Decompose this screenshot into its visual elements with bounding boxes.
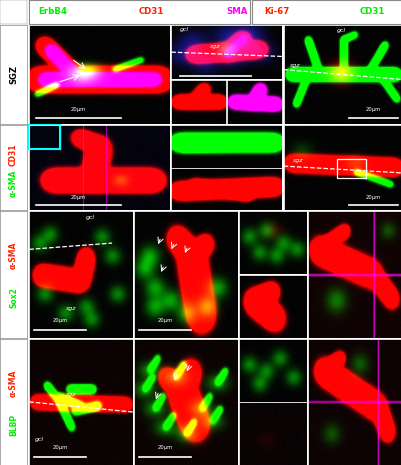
Text: α-SMA: α-SMA xyxy=(9,169,18,197)
Text: α-SMA: α-SMA xyxy=(9,369,18,397)
Text: /: / xyxy=(264,7,273,16)
Text: 20μm: 20μm xyxy=(157,445,172,450)
Text: ErbB4: ErbB4 xyxy=(38,7,67,16)
Text: SGZ: SGZ xyxy=(9,65,18,84)
Text: CD31: CD31 xyxy=(138,7,164,16)
Text: sgz: sgz xyxy=(289,63,299,68)
Text: gcl: gcl xyxy=(34,437,43,442)
Text: SMA: SMA xyxy=(226,7,247,16)
Text: gcl: gcl xyxy=(180,27,189,32)
Text: /: / xyxy=(323,7,332,16)
Text: 20μm: 20μm xyxy=(365,107,380,112)
Text: sgz: sgz xyxy=(292,158,303,163)
Text: BLBP: BLBP xyxy=(9,413,18,436)
Text: gcl: gcl xyxy=(86,215,95,220)
Text: CD31: CD31 xyxy=(359,7,384,16)
Text: sgz: sgz xyxy=(65,392,76,397)
Text: CD31: CD31 xyxy=(9,144,18,166)
Text: 20μm: 20μm xyxy=(71,107,86,112)
Text: 20μm: 20μm xyxy=(53,318,68,323)
Text: Sox2: Sox2 xyxy=(9,287,18,308)
Text: Ki-67: Ki-67 xyxy=(263,7,288,16)
Text: 20μm: 20μm xyxy=(157,318,172,323)
Text: /: / xyxy=(101,7,110,16)
Text: α-SMA: α-SMA xyxy=(9,242,18,269)
Text: DapI: DapI xyxy=(302,7,324,16)
Text: gcl: gcl xyxy=(336,28,345,33)
Text: sgz: sgz xyxy=(210,44,220,49)
Text: sgz: sgz xyxy=(65,306,76,311)
Text: /: / xyxy=(188,7,198,16)
Text: 20μm: 20μm xyxy=(53,445,68,450)
Text: 20μm: 20μm xyxy=(365,195,380,200)
Text: 20μm: 20μm xyxy=(71,195,86,200)
